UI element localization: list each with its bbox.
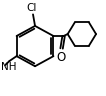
Text: Cl: Cl [27, 3, 37, 13]
Text: O: O [56, 51, 65, 64]
Text: NH: NH [1, 62, 16, 72]
